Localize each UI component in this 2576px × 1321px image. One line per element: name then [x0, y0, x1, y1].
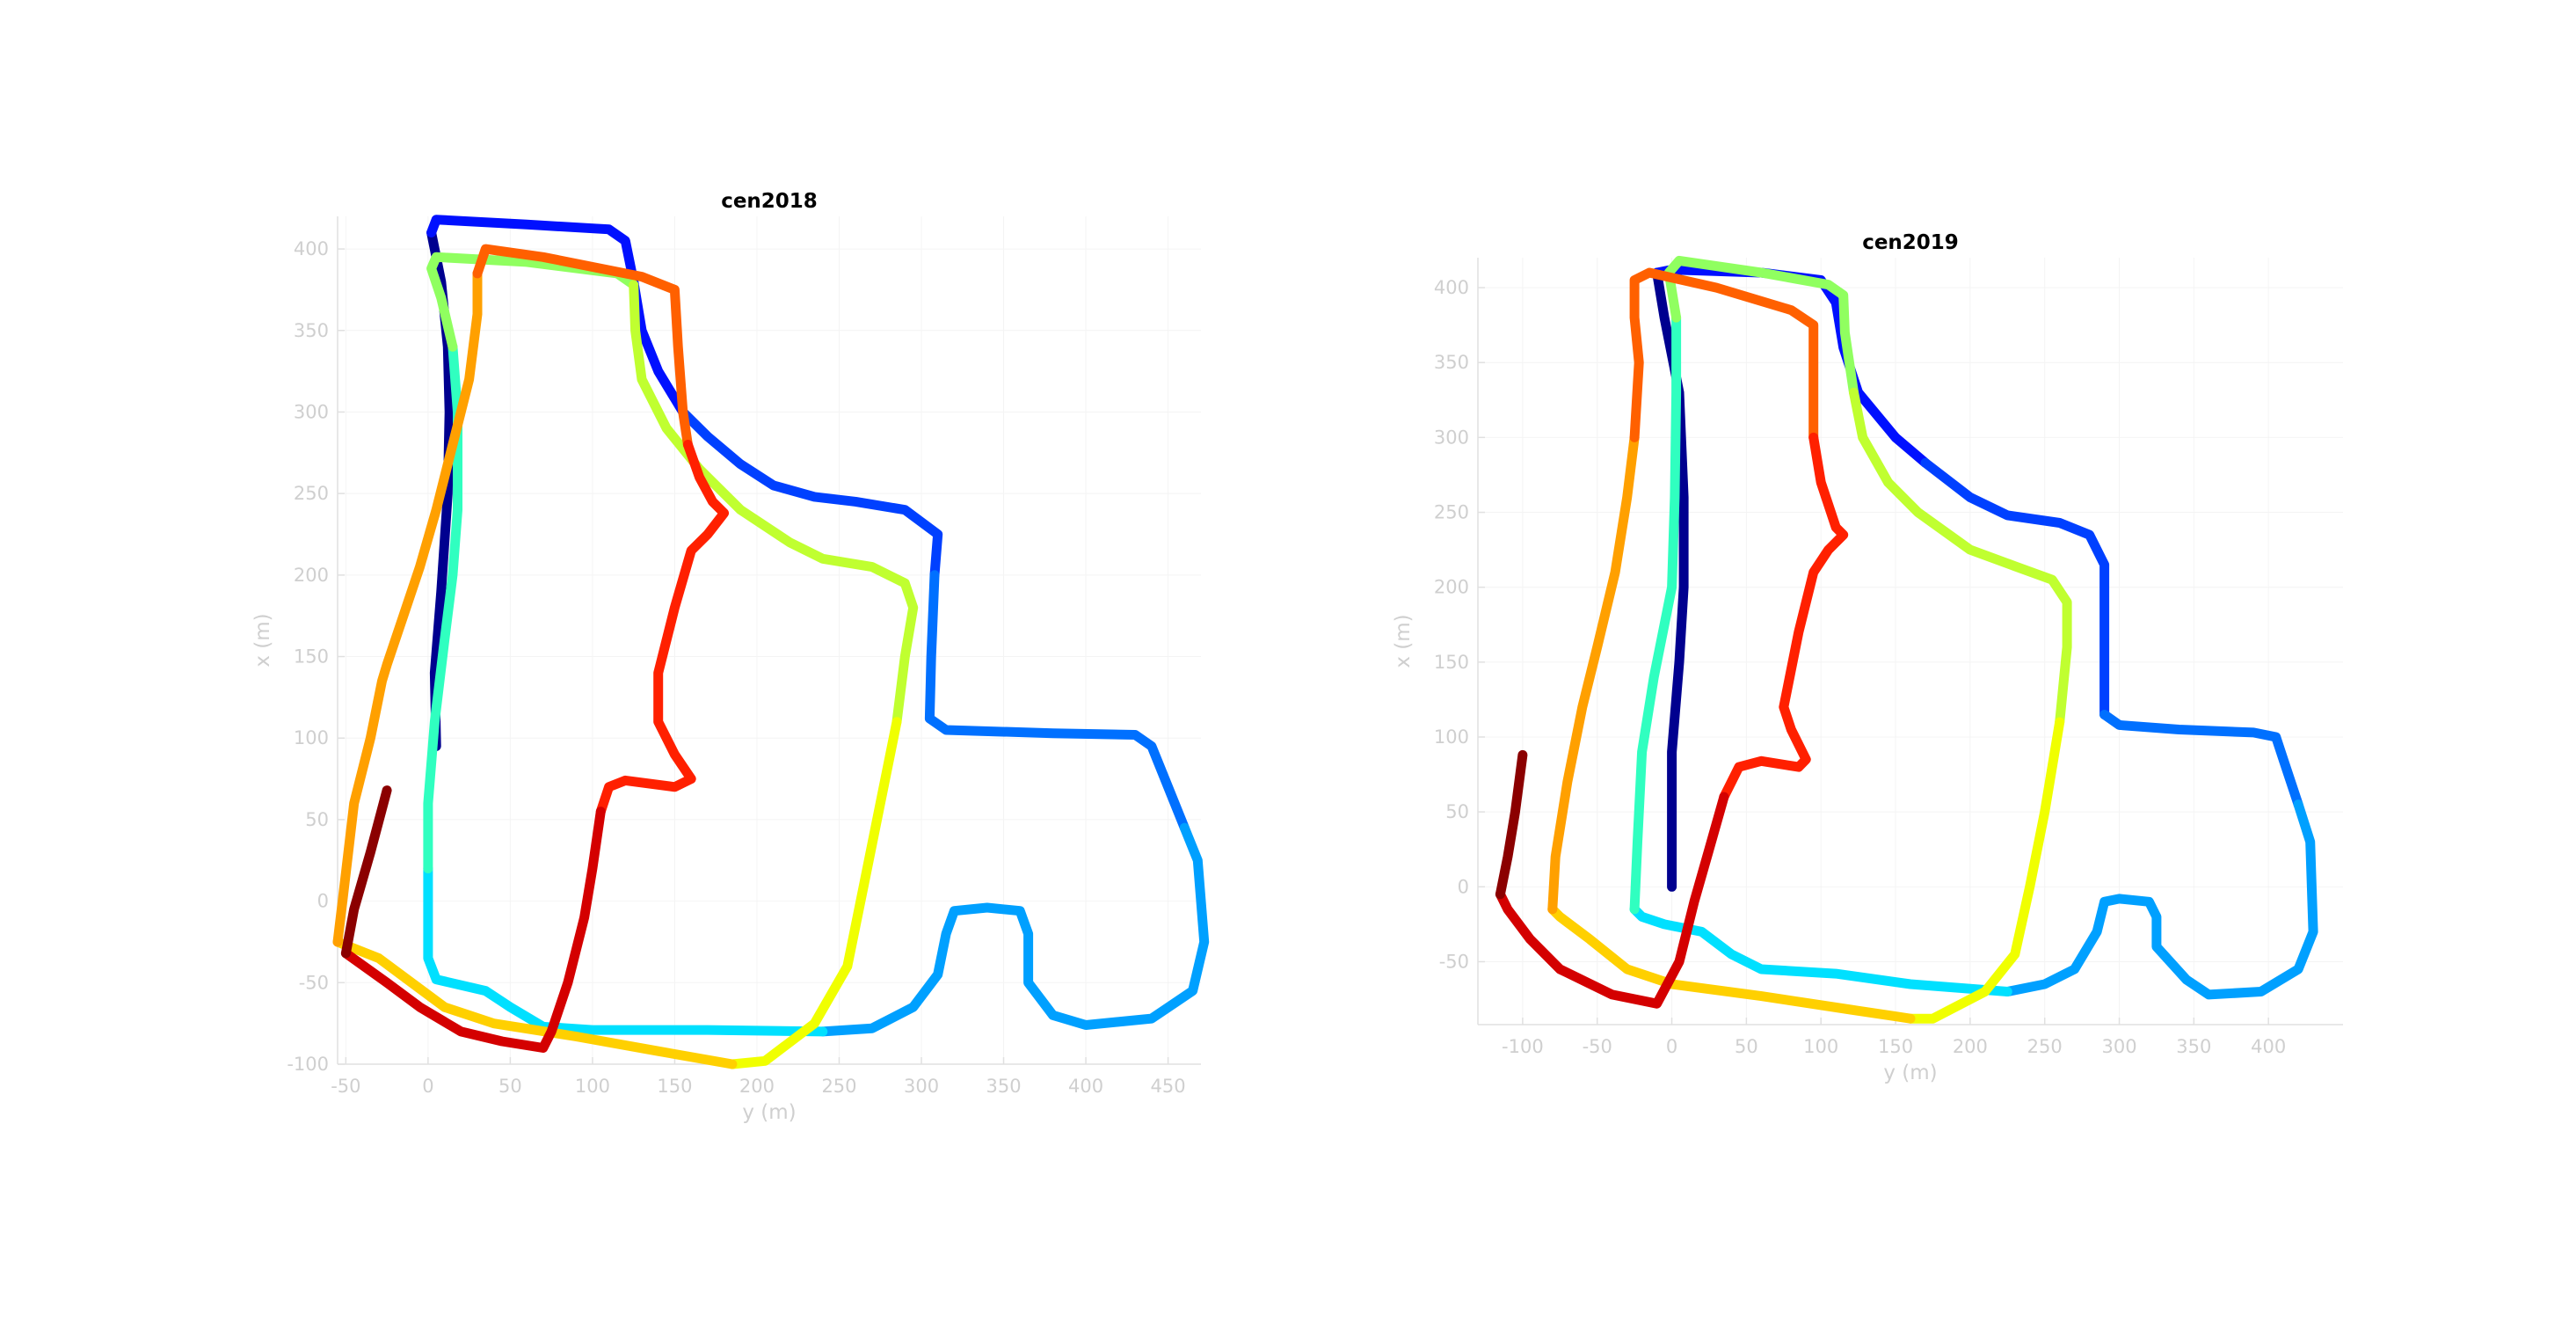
trajectory-segment-8 [629, 280, 919, 727]
trajectory-segment-13 [595, 440, 730, 817]
trajectory-segment-9 [1905, 717, 2065, 1024]
x-tick-label: -100 [1502, 1036, 1544, 1057]
x-axis-label: y (m) [742, 1101, 796, 1124]
x-axis-label: y (m) [1883, 1062, 1937, 1084]
trajectory-segment-5 [423, 864, 828, 1037]
chart-title: cen2018 [721, 190, 818, 213]
y-tick-label: 50 [305, 809, 329, 830]
trajectory-segment-11 [1547, 432, 1640, 915]
y-tick-label: 150 [294, 646, 329, 668]
trajectory-segment-12 [1629, 267, 1819, 442]
x-tick-label: 100 [1803, 1036, 1838, 1057]
y-tick-label: 0 [317, 891, 329, 912]
trajectory-segment-15 [1495, 749, 1528, 900]
x-tick-label: 50 [498, 1076, 522, 1097]
trajectory-segment-1 [1652, 265, 1931, 468]
trajectory-segment-3 [924, 570, 1190, 833]
y-tick-label: 300 [294, 401, 329, 422]
y-tick-label: 50 [1445, 801, 1469, 822]
trajectory-segment-14 [340, 806, 606, 1053]
y-axis-label: x (m) [1392, 614, 1415, 668]
y-tick-label: -50 [1439, 951, 1469, 972]
trajectory-segment-1 [426, 215, 688, 417]
chart-cen2019: -100 -50 0 50 100 150 200 250 300 350 400 -50 0 50 100… [1392, 231, 2343, 1084]
x-tick-label: 350 [986, 1076, 1021, 1097]
trajectory-segment-13 [1719, 432, 1849, 802]
trajectory-segment-12 [472, 244, 693, 449]
trajectory-segment-2 [678, 407, 943, 580]
y-tick-label: 150 [1434, 652, 1469, 673]
trajectory-segment-10 [332, 937, 738, 1069]
y-tick-label: 200 [1434, 577, 1469, 598]
trajectory-segment-9 [727, 717, 902, 1069]
x-tick-label: 450 [1151, 1076, 1186, 1097]
trajectory-segment-6 [1629, 312, 1682, 915]
trajectory-segment-4 [2002, 799, 2318, 1000]
y-tick-label: 250 [294, 483, 329, 504]
x-tick-label: 0 [1666, 1036, 1677, 1057]
x-tick-label: 300 [2101, 1036, 2136, 1057]
x-tick-label: 300 [904, 1076, 939, 1097]
trajectory-segment-10 [1547, 904, 1916, 1024]
trajectory-segment-11 [332, 268, 483, 947]
y-tick-label: -100 [287, 1054, 329, 1075]
x-tick-label: 150 [1878, 1036, 1913, 1057]
x-tick-label: 400 [1068, 1076, 1103, 1097]
trajectory-segment-8 [1849, 387, 2072, 727]
chart-title: cen2019 [1862, 231, 1959, 254]
trajectory-segment-5 [1629, 904, 2012, 996]
x-tick-label: 50 [1735, 1036, 1758, 1057]
y-tick-label: 350 [1434, 352, 1469, 373]
x-tick-label: 250 [2027, 1036, 2063, 1057]
x-tick-label: 350 [2176, 1036, 2211, 1057]
y-tick-label: 0 [1458, 876, 1469, 897]
trajectory-segment-2 [1920, 457, 2110, 719]
y-tick-label: 350 [294, 320, 329, 341]
y-tick-label: 400 [1434, 277, 1469, 298]
trajectory-segment-7 [1663, 255, 1859, 398]
x-tick-label: 100 [575, 1076, 610, 1097]
y-tick-label: 100 [294, 727, 329, 748]
trajectory-segment-14 [1495, 792, 1729, 1009]
y-tick-label: 100 [1434, 726, 1469, 748]
x-tick-label: 200 [1953, 1036, 1988, 1057]
x-tick-label: 150 [657, 1076, 692, 1097]
y-tick-label: 400 [294, 238, 329, 259]
chart-cen2018: -50 0 50 100 150 200 250 300 350 400 450-100-50050… [251, 190, 1210, 1124]
x-tick-label: 250 [821, 1076, 856, 1097]
y-tick-label: -50 [299, 972, 329, 993]
y-tick-label: 300 [1434, 427, 1469, 448]
x-tick-label: 400 [2251, 1036, 2286, 1057]
x-tick-label: -50 [1583, 1036, 1612, 1057]
trajectory-segment-4 [818, 822, 1210, 1037]
y-tick-label: 250 [1434, 502, 1469, 523]
x-tick-label: 200 [739, 1076, 775, 1097]
x-tick-label: 0 [422, 1076, 433, 1097]
trajectory-segment-15 [340, 785, 392, 959]
trajectory-segment-0 [1652, 267, 1689, 892]
trajectory-segment-3 [2099, 710, 2303, 810]
y-axis-label: x (m) [251, 613, 274, 667]
y-tick-label: 200 [294, 565, 329, 586]
x-tick-label: -50 [331, 1076, 360, 1097]
